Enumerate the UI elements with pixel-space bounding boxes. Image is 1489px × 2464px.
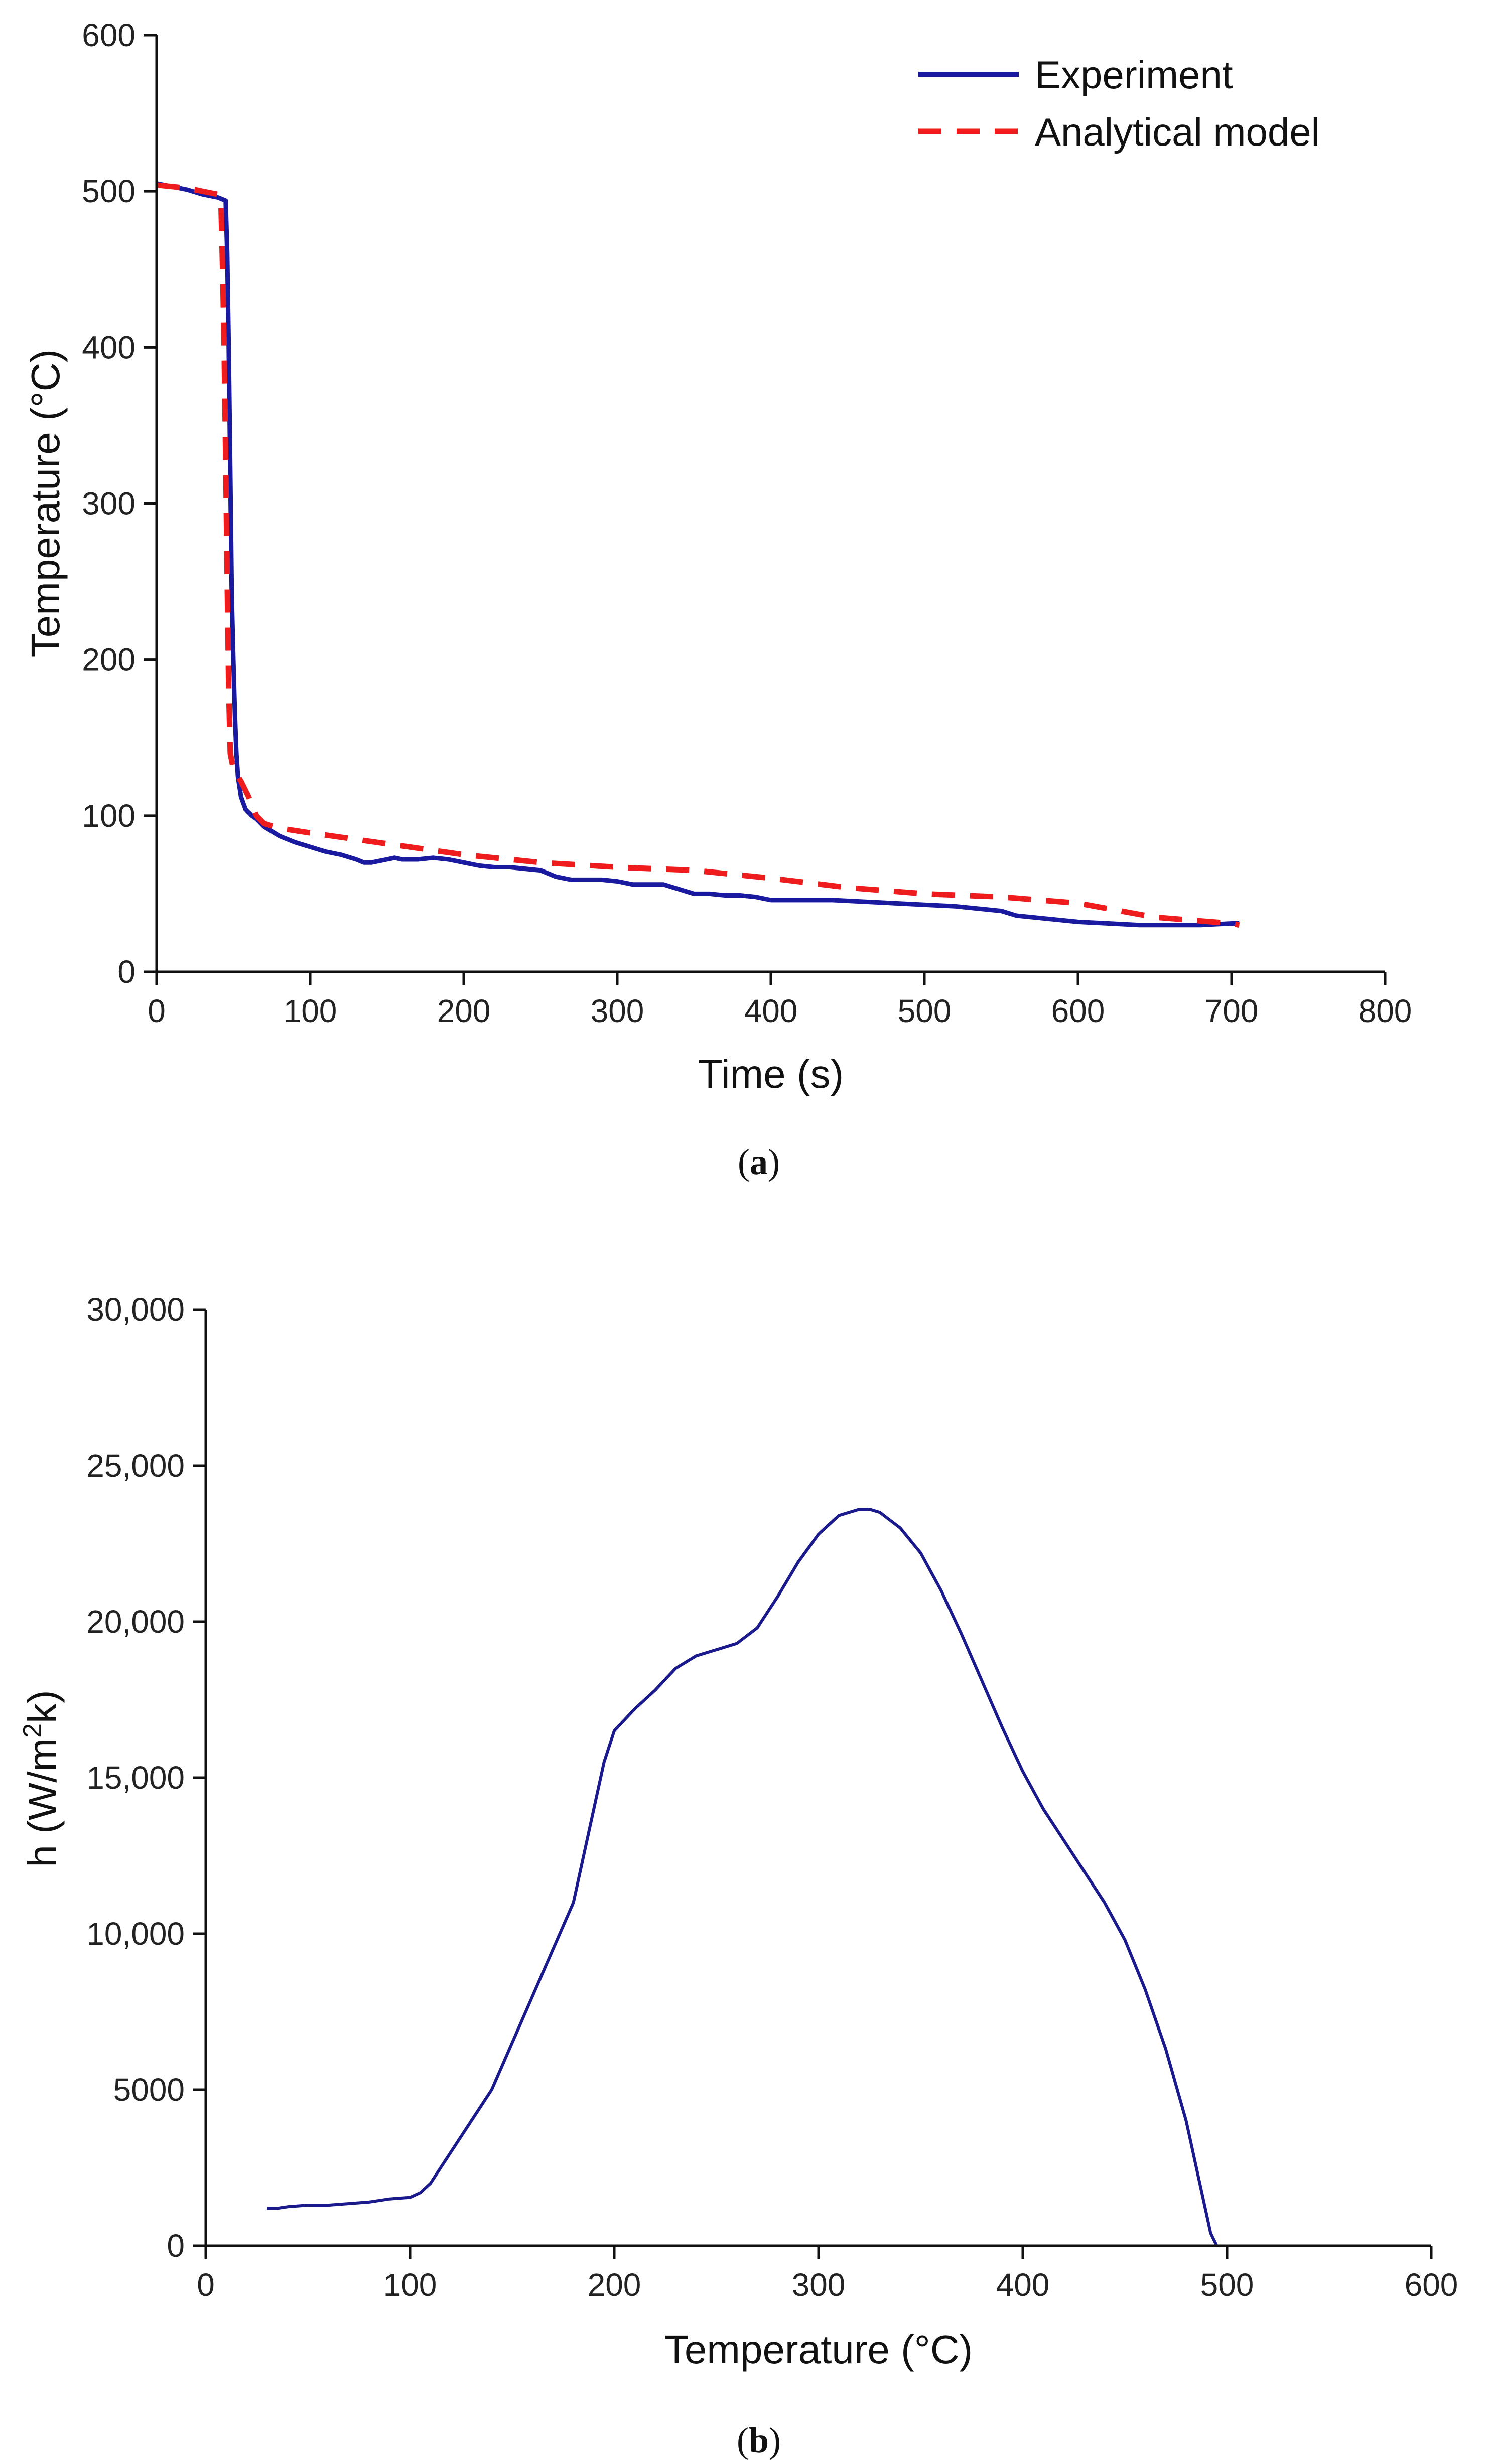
- plot-area-b: [267, 1508, 1219, 2247]
- x-tick-label: 300: [591, 993, 644, 1029]
- x-tick-label: 500: [898, 993, 952, 1029]
- x-tick-label: 800: [1359, 993, 1412, 1029]
- series-line-h: [267, 1508, 1219, 2247]
- y-axis-title-a: Temperature (°C): [23, 349, 68, 657]
- y-axis-title-b: h (W/m2k): [18, 1690, 65, 1867]
- y-tick-label: 100: [82, 798, 136, 834]
- y-tick-label: 500: [82, 173, 136, 209]
- ticks-b: 0 100 200 300 400 500 600 0 5000 10,000 15,000 20,0…: [86, 1291, 1458, 2303]
- x-tick-label: 100: [284, 993, 337, 1029]
- x-tick-label: 400: [996, 2267, 1050, 2303]
- legend-a: Experiment Analytical model: [918, 53, 1320, 154]
- y-tick-label: 15,000: [86, 1760, 185, 1796]
- x-tick-label: 200: [437, 993, 491, 1029]
- caption-b-letter: b: [749, 2420, 769, 2460]
- x-tick-label: 500: [1200, 2267, 1254, 2303]
- x-tick-label: 200: [588, 2267, 641, 2303]
- y-axis-title-b-main: h (W/m: [20, 1738, 65, 1867]
- series-line-analytical-model: [156, 182, 1240, 928]
- legend-label-experiment: Experiment: [1035, 53, 1233, 97]
- x-tick-label: 700: [1205, 993, 1259, 1029]
- series-line-experiment: [156, 181, 1240, 928]
- x-tick-label: 0: [197, 2267, 215, 2303]
- legend-label-analytical-model: Analytical model: [1035, 110, 1320, 154]
- y-tick-label: 600: [82, 17, 136, 53]
- y-tick-label: 5000: [113, 2072, 185, 2108]
- x-tick-label: 300: [792, 2267, 846, 2303]
- y-tick-label: 10,000: [86, 1916, 185, 1952]
- plot-area-a: [156, 181, 1240, 928]
- caption-b: (b): [737, 2420, 781, 2460]
- chart-panel-a: 0 100 200 300 400 500 600 700 800 0 100 200 300 400 50…: [23, 17, 1412, 1182]
- x-tick-label: 0: [148, 993, 166, 1029]
- y-tick-label: 0: [167, 2228, 185, 2264]
- y-tick-label: 200: [82, 642, 136, 678]
- axes-a: [155, 35, 1385, 973]
- x-axis-title-a: Time (s): [698, 1052, 844, 1096]
- y-tick-label: 400: [82, 329, 136, 365]
- y-tick-label: 20,000: [86, 1604, 185, 1640]
- y-axis-title-b-end: k): [20, 1690, 65, 1723]
- y-tick-label: 300: [82, 486, 136, 522]
- x-tick-label: 600: [1405, 2267, 1458, 2303]
- y-tick-label: 25,000: [86, 1447, 185, 1484]
- x-tick-label: 600: [1051, 993, 1105, 1029]
- chart-panel-b: 0 100 200 300 400 500 600 0 5000 10,000 15,000 20,0…: [18, 1291, 1458, 2460]
- y-axis-title-b-sup: 2: [18, 1723, 47, 1738]
- axes-b: [204, 1310, 1431, 2247]
- caption-a-letter: a: [750, 1142, 768, 1182]
- x-tick-label: 100: [383, 2267, 437, 2303]
- x-tick-label: 400: [744, 993, 798, 1029]
- y-tick-label: 30,000: [86, 1291, 185, 1328]
- x-axis-title-b: Temperature (°C): [664, 2327, 973, 2372]
- y-tick-label: 0: [117, 954, 136, 990]
- caption-a: (a): [738, 1142, 780, 1182]
- ticks-a: 0 100 200 300 400 500 600 700 800 0 100 200 300 400 50…: [82, 17, 1412, 1029]
